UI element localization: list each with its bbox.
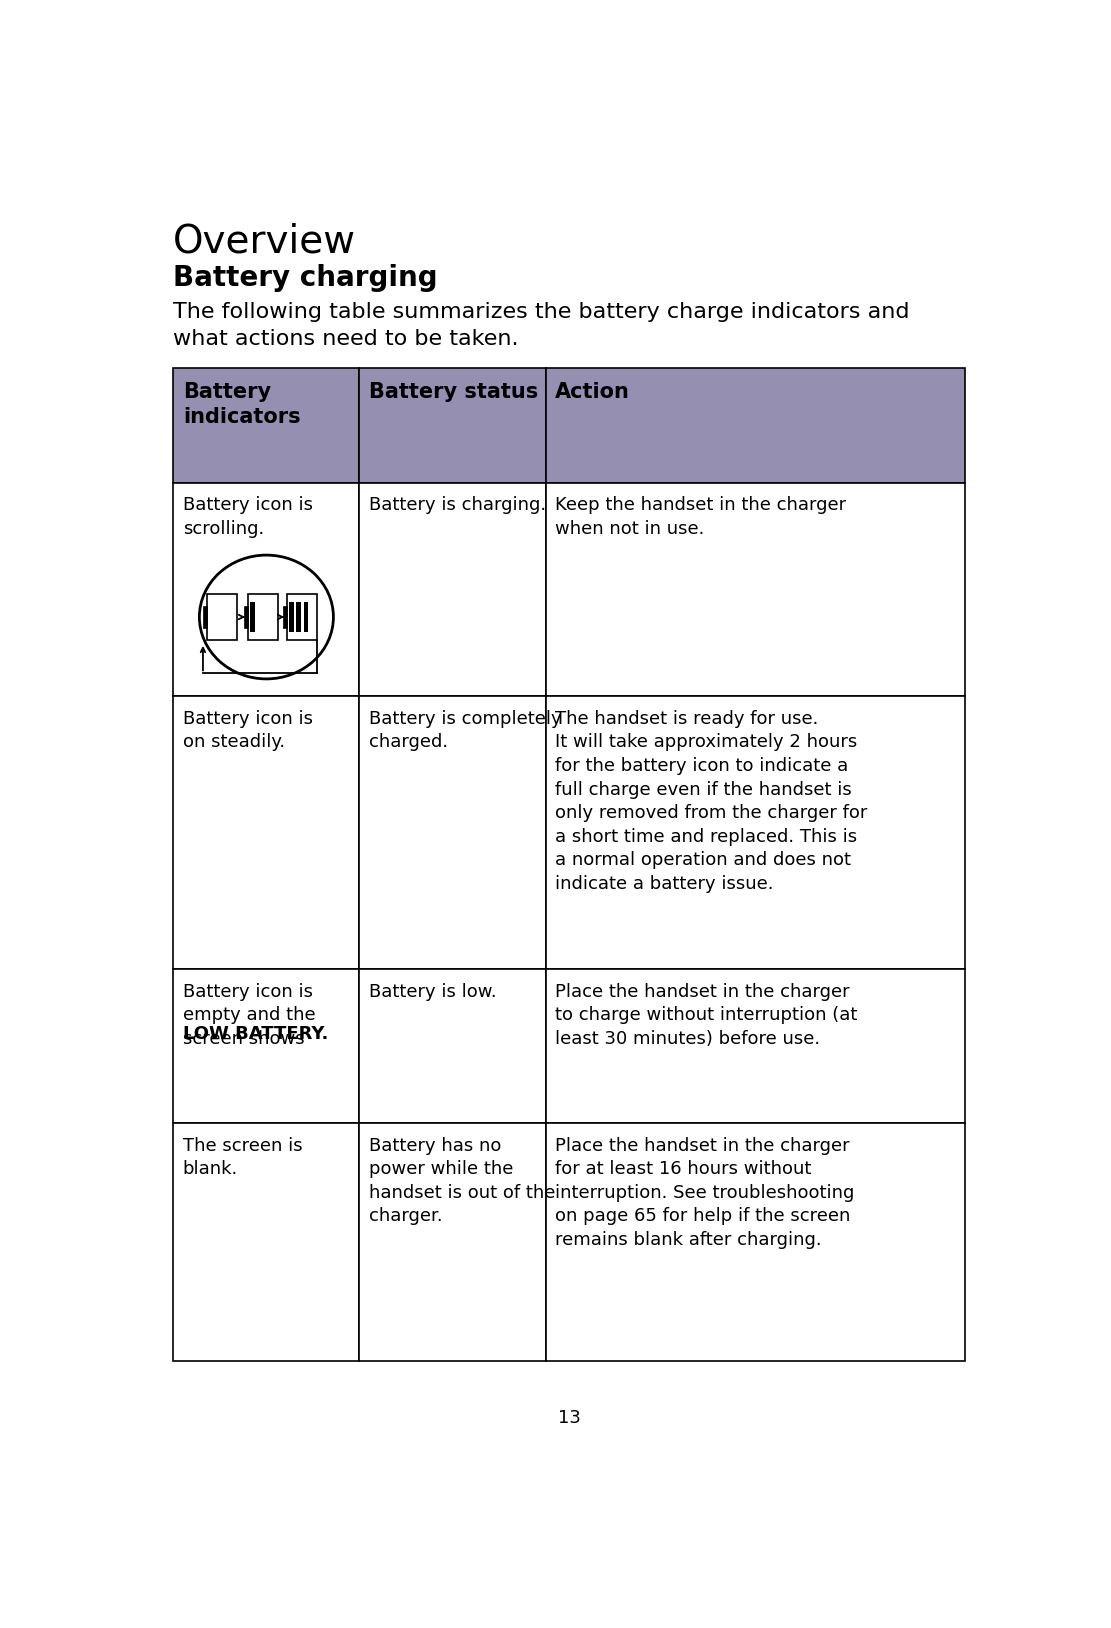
Bar xyxy=(173,697,360,969)
Bar xyxy=(297,602,301,632)
Text: Battery has no
power while the
handset is out of the
charger.: Battery has no power while the handset i… xyxy=(369,1136,556,1226)
Text: Battery status: Battery status xyxy=(369,383,538,402)
Bar xyxy=(203,607,207,627)
Text: Action: Action xyxy=(556,383,630,402)
Text: The handset is ready for use.
It will take approximately 2 hours
for the battery: The handset is ready for use. It will ta… xyxy=(556,710,868,894)
Bar xyxy=(287,594,317,640)
Text: Battery icon is
empty and the
screen shows: Battery icon is empty and the screen sho… xyxy=(183,983,316,1071)
Text: The screen is
blank.: The screen is blank. xyxy=(183,1136,302,1179)
Text: Battery is completely
charged.: Battery is completely charged. xyxy=(369,710,561,752)
Bar xyxy=(173,1123,360,1361)
Bar xyxy=(360,482,546,697)
Text: LOW BATTERY.: LOW BATTERY. xyxy=(183,1026,328,1044)
Bar xyxy=(546,368,965,482)
Text: Battery icon is
on steadily.: Battery icon is on steadily. xyxy=(183,710,313,752)
Bar xyxy=(546,697,965,969)
Text: Battery icon is
scrolling.: Battery icon is scrolling. xyxy=(183,497,313,537)
Bar xyxy=(546,1123,965,1361)
Bar xyxy=(207,594,237,640)
Bar xyxy=(173,482,360,697)
Bar xyxy=(173,969,360,1123)
Bar xyxy=(289,602,293,632)
Text: Battery is charging.: Battery is charging. xyxy=(369,497,547,514)
Text: Place the handset in the charger
to charge without interruption (at
least 30 min: Place the handset in the charger to char… xyxy=(556,983,858,1048)
Text: Battery
indicators: Battery indicators xyxy=(183,383,300,427)
Text: Battery is low.: Battery is low. xyxy=(369,983,497,1001)
Text: Place the handset in the charger
for at least 16 hours without
interruption. See: Place the handset in the charger for at … xyxy=(556,1136,854,1249)
Bar xyxy=(283,607,287,627)
Text: Battery charging: Battery charging xyxy=(173,264,438,293)
Bar xyxy=(360,969,546,1123)
Bar xyxy=(173,368,360,482)
Bar xyxy=(546,482,965,697)
Bar xyxy=(546,969,965,1123)
Bar xyxy=(303,602,309,632)
Text: 13: 13 xyxy=(558,1408,581,1426)
Bar xyxy=(360,368,546,482)
Text: Overview: Overview xyxy=(173,223,357,260)
Bar xyxy=(360,697,546,969)
Ellipse shape xyxy=(199,555,333,679)
Bar xyxy=(248,594,278,640)
Text: The following table summarizes the battery charge indicators and
what actions ne: The following table summarizes the batte… xyxy=(173,301,910,348)
Bar xyxy=(360,1123,546,1361)
Bar xyxy=(244,607,248,627)
Text: Keep the handset in the charger
when not in use.: Keep the handset in the charger when not… xyxy=(556,497,847,537)
Bar xyxy=(250,602,254,632)
